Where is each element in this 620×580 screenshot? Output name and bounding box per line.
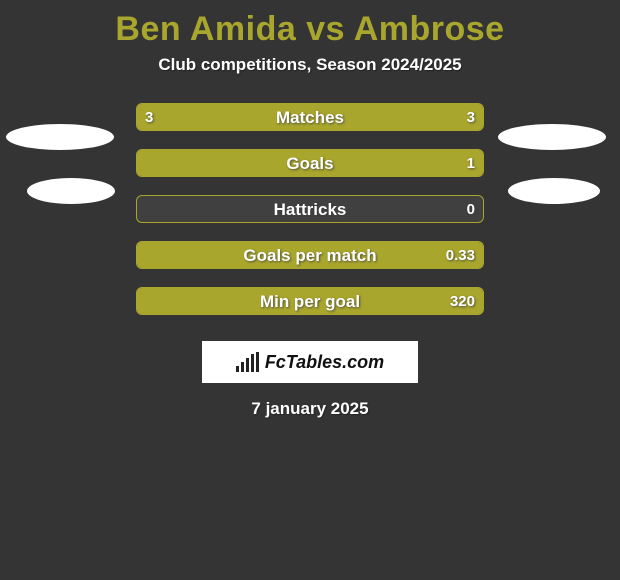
avatar-placeholder: [498, 124, 606, 150]
bar-fill-right: [137, 288, 483, 314]
avatar-placeholder: [27, 178, 115, 204]
bars-icon: [236, 352, 259, 372]
comparison-widget: Ben Amida vs Ambrose Club competitions, …: [0, 0, 620, 580]
stat-value-right: 320: [450, 288, 475, 315]
page-title: Ben Amida vs Ambrose: [0, 0, 620, 55]
bar-fill-right: [310, 104, 483, 130]
stat-bar: 0Hattricks: [136, 195, 484, 223]
site-badge[interactable]: FcTables.com: [202, 341, 418, 383]
stat-bar: 320Min per goal: [136, 287, 484, 315]
stat-label: Hattricks: [137, 196, 483, 223]
stat-value-right: 0.33: [446, 242, 475, 269]
subtitle: Club competitions, Season 2024/2025: [0, 55, 620, 75]
avatar-placeholder: [508, 178, 600, 204]
stat-value-right: 0: [467, 196, 475, 223]
stat-row: 0.33Goals per match: [0, 241, 620, 287]
stat-bar: 33Matches: [136, 103, 484, 131]
stat-bar: 0.33Goals per match: [136, 241, 484, 269]
avatar-placeholder: [6, 124, 114, 150]
site-label: FcTables.com: [265, 352, 384, 373]
bar-fill-right: [137, 242, 483, 268]
stat-value-left: 3: [145, 104, 153, 131]
bar-fill-left: [137, 104, 310, 130]
stat-value-right: 3: [467, 104, 475, 131]
stat-bar: 1Goals: [136, 149, 484, 177]
bar-fill-right: [137, 150, 483, 176]
date-text: 7 january 2025: [0, 399, 620, 419]
stat-value-right: 1: [467, 150, 475, 177]
stat-row: 320Min per goal: [0, 287, 620, 333]
